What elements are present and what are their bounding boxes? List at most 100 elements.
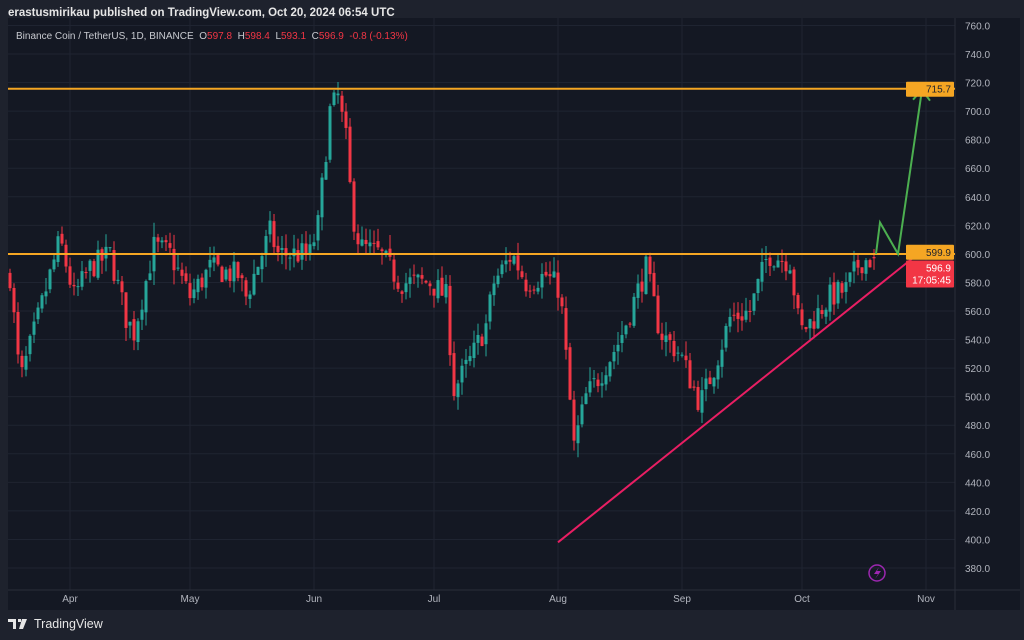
time-tick-label: Oct bbox=[794, 594, 810, 605]
candle-body bbox=[792, 269, 796, 296]
ascending-trendline bbox=[557, 253, 919, 544]
price-tag bbox=[906, 81, 954, 97]
candle-body bbox=[860, 267, 864, 274]
price-tick-label: 720.0 bbox=[965, 79, 990, 90]
candle-body bbox=[688, 360, 692, 389]
candle-body bbox=[456, 383, 460, 398]
price-tag-label: 715.7 bbox=[926, 85, 951, 96]
candle-body bbox=[548, 274, 552, 277]
candle-body bbox=[868, 260, 872, 268]
candle-body bbox=[448, 285, 452, 356]
candle-body bbox=[76, 286, 80, 288]
candle-body bbox=[756, 278, 760, 294]
candle-body bbox=[848, 272, 852, 282]
candle-body bbox=[280, 248, 284, 250]
open-value: 597.8 bbox=[207, 31, 233, 42]
candle-body bbox=[584, 393, 588, 405]
candle-body bbox=[20, 355, 24, 368]
candle-body bbox=[116, 279, 120, 281]
candle-body bbox=[332, 92, 336, 106]
candle-body bbox=[784, 261, 788, 272]
candle-body bbox=[228, 268, 232, 281]
candle-body bbox=[544, 271, 548, 276]
time-tick-label: Aug bbox=[549, 594, 567, 605]
candle-body bbox=[500, 264, 504, 275]
candle-body bbox=[292, 248, 296, 257]
candle-body bbox=[680, 354, 684, 356]
candle-body bbox=[652, 272, 656, 297]
price-tick-label: 520.0 bbox=[965, 364, 990, 375]
candle-body bbox=[560, 297, 564, 307]
candle-body bbox=[828, 284, 832, 312]
price-tick-label: 480.0 bbox=[965, 421, 990, 432]
lightning-icon-circle bbox=[868, 564, 886, 582]
candle-body bbox=[836, 281, 840, 304]
candle-body bbox=[180, 269, 184, 276]
candle-body bbox=[240, 275, 244, 279]
candle-body bbox=[612, 352, 616, 362]
open-label: O bbox=[199, 31, 208, 42]
price-tick-label: 660.0 bbox=[965, 164, 990, 175]
candle-body bbox=[516, 255, 520, 271]
candle-body bbox=[632, 296, 636, 326]
price-tick-label: 600.0 bbox=[965, 250, 990, 261]
candle-body bbox=[752, 293, 756, 311]
price-tag bbox=[906, 244, 954, 260]
candle-body bbox=[676, 352, 680, 354]
candle-body bbox=[600, 383, 604, 386]
time-tick-label: Apr bbox=[62, 594, 78, 605]
candle-body bbox=[176, 267, 180, 269]
candle-body bbox=[344, 111, 348, 128]
candle-body bbox=[844, 282, 848, 292]
candle-body bbox=[648, 256, 652, 275]
candle-body bbox=[156, 237, 160, 242]
candle-body bbox=[384, 250, 388, 254]
candle-body bbox=[56, 236, 60, 263]
countdown-label: 17:05:45 bbox=[912, 275, 951, 286]
candle-body bbox=[328, 106, 332, 160]
candle-body bbox=[812, 321, 816, 329]
candle-body bbox=[748, 311, 752, 313]
candle-body bbox=[428, 283, 432, 287]
candle-body bbox=[796, 294, 800, 309]
candle-body bbox=[268, 220, 272, 235]
candle-body bbox=[8, 272, 12, 289]
candle-body bbox=[552, 271, 556, 278]
candle-body bbox=[512, 256, 516, 264]
candle-body bbox=[28, 335, 32, 355]
tradingview-logo[interactable]: TradingView bbox=[8, 617, 103, 631]
candle-body bbox=[780, 260, 784, 262]
candle-body bbox=[44, 291, 48, 297]
candle-body bbox=[252, 273, 256, 295]
time-tick-label: Sep bbox=[673, 594, 691, 605]
candle-body bbox=[352, 181, 356, 232]
candle-body bbox=[656, 295, 660, 334]
candle-body bbox=[872, 257, 876, 259]
candle-body bbox=[148, 273, 152, 280]
candle-body bbox=[532, 289, 536, 291]
candle-body bbox=[472, 342, 476, 358]
candle-body bbox=[284, 248, 288, 256]
candle-body bbox=[588, 381, 592, 393]
candle-body bbox=[464, 359, 468, 364]
candle-body bbox=[436, 280, 440, 299]
candle-body bbox=[380, 249, 384, 252]
price-tick-label: 460.0 bbox=[965, 450, 990, 461]
brand-name: TradingView bbox=[34, 617, 103, 631]
candle-body bbox=[248, 294, 252, 299]
candle-body bbox=[504, 260, 508, 265]
tradingview-logo-icon bbox=[8, 619, 27, 629]
candle-body bbox=[364, 239, 368, 244]
candle-body bbox=[316, 215, 320, 241]
candle-body bbox=[48, 269, 52, 290]
candle-body bbox=[624, 325, 628, 335]
price-tick-label: 420.0 bbox=[965, 507, 990, 518]
candle-body bbox=[80, 271, 84, 287]
candle-body bbox=[432, 288, 436, 296]
price-tag-label: 596.9 bbox=[926, 263, 951, 274]
candle-body bbox=[700, 390, 704, 413]
candle-body bbox=[736, 312, 740, 319]
price-tick-label: 440.0 bbox=[965, 478, 990, 489]
candle-body bbox=[420, 275, 424, 279]
